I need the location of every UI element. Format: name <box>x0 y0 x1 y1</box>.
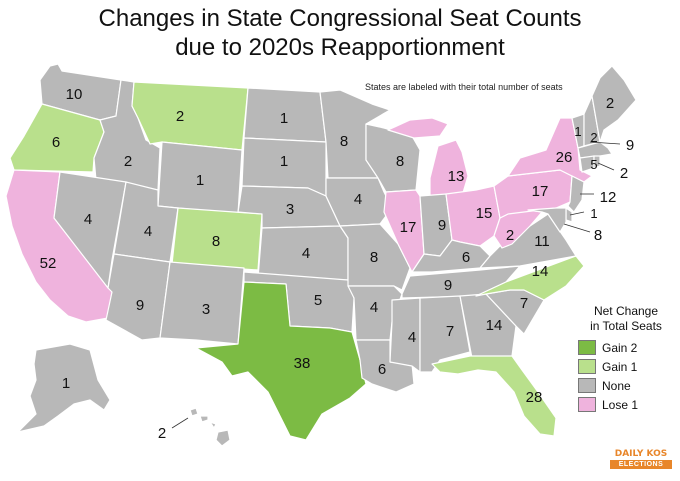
state-nc <box>475 255 585 301</box>
state-fl <box>431 355 557 437</box>
state-label-wa: 10 <box>66 86 83 103</box>
state-label-oh: 15 <box>476 205 493 222</box>
state-label-in: 9 <box>438 217 446 234</box>
state-me <box>591 65 637 143</box>
state-label-wi: 8 <box>396 153 404 170</box>
state-label-va: 11 <box>534 233 550 250</box>
state-label-ct: 5 <box>590 157 597 172</box>
map-note: States are labeled with their total numb… <box>365 82 563 92</box>
state-label-vt: 1 <box>574 124 581 139</box>
state-label-id: 2 <box>124 153 132 170</box>
state-label-sc: 7 <box>520 295 528 312</box>
map-title-line1: Changes in State Congressional Seat Coun… <box>98 5 582 32</box>
state-label-nj: 12 <box>600 189 617 206</box>
state-label-tx: 38 <box>294 355 311 372</box>
state-label-ok: 5 <box>314 292 322 309</box>
state-label-wv: 2 <box>506 227 514 244</box>
state-ri <box>593 155 601 169</box>
state-label-nh: 2 <box>590 130 597 145</box>
state-ak <box>17 343 111 433</box>
legend-label-none: None <box>602 378 631 393</box>
state-label-tn: 9 <box>444 277 452 294</box>
state-label-wy: 1 <box>196 172 204 189</box>
state-label-hi: 2 <box>158 425 166 442</box>
legend-title: Net Change in Total Seats <box>574 304 678 334</box>
state-label-md: 8 <box>594 227 602 244</box>
state-label-ky: 6 <box>462 249 470 266</box>
legend-label-gain2: Gain 2 <box>602 340 638 355</box>
state-label-or: 6 <box>52 134 60 151</box>
legend-swatch-lose1 <box>578 397 596 412</box>
state-label-ms: 4 <box>408 329 416 346</box>
state-label-ny: 26 <box>556 149 573 166</box>
state-label-ne: 3 <box>286 201 294 218</box>
state-ky <box>411 239 491 273</box>
state-label-nv: 4 <box>84 211 92 228</box>
state-hi <box>189 407 231 447</box>
state-nm <box>159 261 245 345</box>
state-md <box>527 207 567 233</box>
legend-title-line2: in Total Seats <box>590 319 662 333</box>
state-mt <box>131 81 249 151</box>
legend-label-lose1: Lose 1 <box>602 397 639 412</box>
daily-kos-logo: DAILY KOS ELECTIONS <box>610 449 672 469</box>
state-label-il: 17 <box>400 219 417 236</box>
state-label-nd: 1 <box>280 110 288 127</box>
map-title-line2: due to 2020s Reapportionment <box>175 34 505 61</box>
legend-title-line1: Net Change <box>593 304 659 318</box>
state-mo <box>339 223 411 291</box>
legend-item-lose1: Lose 1 <box>578 395 678 414</box>
state-tn <box>401 265 521 299</box>
state-label-al: 7 <box>446 323 454 340</box>
logo-text-bottom: ELECTIONS <box>610 460 672 469</box>
state-label-me: 2 <box>606 95 614 112</box>
legend-item-gain1: Gain 1 <box>578 357 678 376</box>
state-label-nm: 3 <box>202 301 210 318</box>
state-label-ut: 4 <box>144 223 152 240</box>
state-label-ma: 9 <box>626 137 634 154</box>
state-label-la: 6 <box>378 361 386 378</box>
state-label-nc: 14 <box>532 263 549 280</box>
state-label-co: 8 <box>212 233 220 250</box>
state-label-mi: 13 <box>448 168 465 185</box>
state-nj <box>567 175 585 213</box>
legend-swatch-none <box>578 378 596 393</box>
state-label-mo: 8 <box>370 249 378 266</box>
state-label-ga: 14 <box>486 317 503 334</box>
legend-item-gain2: Gain 2 <box>578 338 678 357</box>
legend-item-none: None <box>578 376 678 395</box>
state-label-mt: 2 <box>176 108 184 125</box>
state-label-az: 9 <box>136 297 144 314</box>
state-tx <box>195 281 367 441</box>
state-label-pa: 17 <box>532 183 549 200</box>
legend-label-gain1: Gain 1 <box>602 359 638 374</box>
state-label-sd: 1 <box>280 153 288 170</box>
state-ny <box>507 117 593 183</box>
legend-swatch-gain2 <box>578 340 596 355</box>
state-label-de: 1 <box>590 206 597 221</box>
state-label-fl: 28 <box>526 389 543 406</box>
state-label-ca: 52 <box>40 255 57 272</box>
state-label-ar: 4 <box>370 299 378 316</box>
legend: Net Change in Total Seats Gain 2 Gain 1 … <box>578 304 678 414</box>
legend-swatch-gain1 <box>578 359 596 374</box>
state-label-ia: 4 <box>354 191 362 208</box>
state-mi <box>387 117 469 199</box>
logo-text-top: DAILY KOS <box>614 449 668 459</box>
state-co <box>171 207 263 271</box>
state-label-ri: 2 <box>620 165 628 182</box>
state-label-ak: 1 <box>62 375 70 392</box>
state-label-mn: 8 <box>340 133 348 150</box>
state-label-ks: 4 <box>302 245 310 262</box>
